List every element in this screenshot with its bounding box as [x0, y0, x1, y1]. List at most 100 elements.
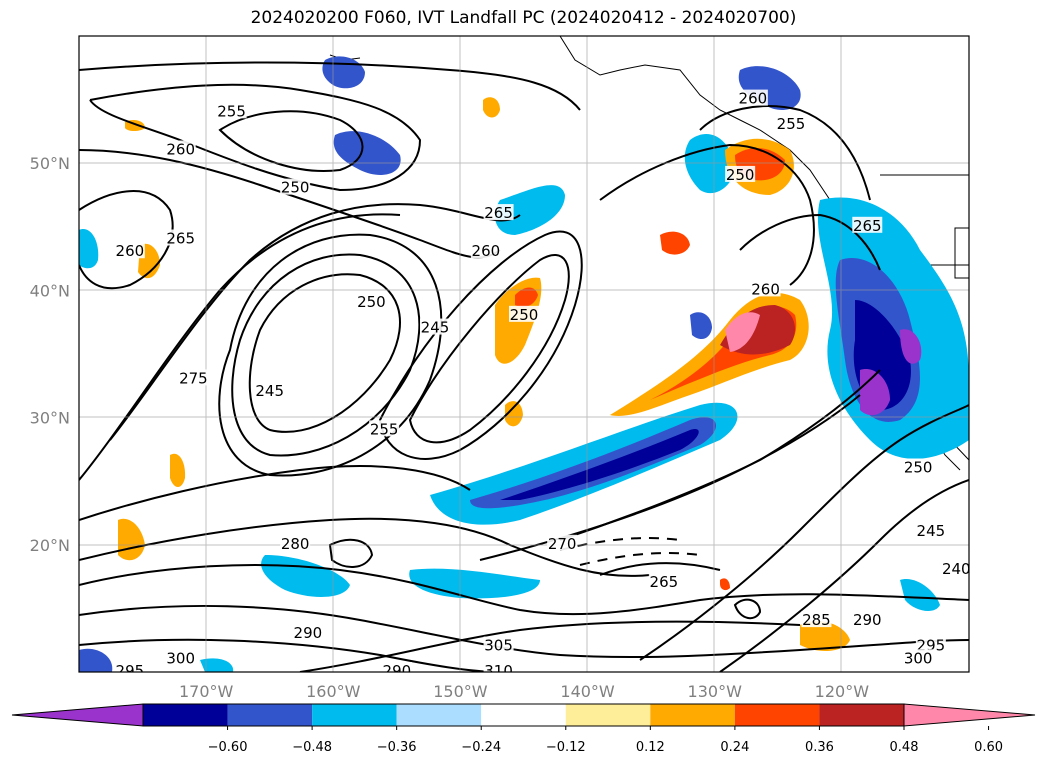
contour-label: 275	[179, 369, 208, 387]
contour-label-background	[178, 369, 209, 386]
colorbar-segment	[143, 704, 228, 726]
colorbar-tick-label: −0.24	[461, 740, 501, 755]
longitude-label: 170°W	[179, 682, 234, 701]
colorbar-extend-min	[11, 703, 144, 727]
contour-label: 250	[510, 306, 539, 324]
colorbar: −0.60 −0.48 −0.36 −0.24 −0.12 0.12 0.24 0.36 0.4…	[11, 703, 1036, 755]
colorbar-tick-label: 0.12	[636, 740, 665, 755]
contour-label: 255	[777, 115, 806, 133]
contour-label: 260	[739, 90, 768, 108]
dashed-contours	[559, 537, 701, 566]
latitude-label: 50°N	[30, 154, 70, 173]
contour-label: 265	[484, 204, 513, 222]
colorbar-tick-label: 0.60	[974, 740, 1003, 755]
contour-label-background	[737, 89, 768, 106]
contour-label-background	[915, 636, 946, 653]
longitude-label: 140°W	[560, 682, 615, 701]
colorbar-segment	[650, 704, 735, 726]
latitude-label: 20°N	[30, 536, 70, 555]
map-title: 2024020200 F060, IVT Landfall PC (202402…	[250, 8, 797, 28]
colorbar-segment	[481, 704, 566, 726]
colorbar-segment	[734, 704, 820, 726]
contour-label-background	[420, 318, 450, 335]
contour-label: 260	[751, 280, 780, 298]
contour-label: 280	[281, 535, 310, 553]
contour-label-background	[483, 636, 514, 653]
contour-label-background	[852, 611, 883, 628]
contour-label-background	[254, 382, 285, 399]
longitude-label: 150°W	[433, 682, 488, 701]
longitude-label: 160°W	[306, 682, 361, 701]
contour-label: 260	[116, 242, 145, 260]
contour-label-background	[547, 534, 578, 551]
colorbar-tick-label: −0.60	[208, 740, 248, 755]
colorbar-segment	[565, 704, 651, 726]
contour-label-background	[750, 280, 781, 297]
contour-label: 310	[484, 662, 513, 680]
colorbar-segment	[227, 704, 313, 726]
negative-anomaly-fills	[79, 56, 969, 672]
contour-label: 245	[917, 522, 946, 540]
longitude-labels: 170°W 160°W 150°W 140°W 130°W 120°W	[179, 682, 869, 701]
map-frame	[78, 35, 970, 673]
latitude-label: 30°N	[30, 409, 70, 428]
contour-label: 250	[357, 293, 386, 311]
contour-label-background	[280, 534, 311, 551]
colorbar-tick-label: 0.48	[890, 740, 919, 755]
contour-label: 300	[166, 649, 195, 667]
contour-label: 265	[166, 230, 195, 248]
contour-label-background	[216, 102, 247, 119]
contour-label-background	[903, 458, 934, 475]
contour-label-background	[509, 305, 539, 322]
contour-label: 290	[853, 611, 882, 629]
contour-label: 250	[726, 166, 755, 184]
ivt-contours	[79, 61, 969, 672]
contour-label-background	[648, 572, 679, 589]
contour-label-background	[292, 623, 323, 640]
contour-label-background	[483, 662, 514, 672]
contour-label-background	[165, 229, 196, 246]
contour-label-background	[852, 216, 883, 233]
contour-label-background	[381, 662, 412, 672]
contour-label-background	[915, 522, 946, 539]
contour-label: 255	[370, 420, 399, 438]
contour-label: 260	[472, 242, 501, 260]
colorbar-frame	[142, 703, 905, 727]
contour-label-background	[903, 649, 934, 666]
colorbar-tick-label: 0.36	[805, 740, 834, 755]
contour-label: 265	[650, 573, 679, 591]
contour-label-background	[356, 293, 387, 310]
contour-label-background	[369, 420, 400, 437]
contour-label: 260	[166, 140, 195, 158]
contour-label: 295	[116, 662, 145, 680]
contour-label: 290	[294, 624, 323, 642]
contour-label: 245	[421, 319, 450, 337]
latitude-label: 40°N	[30, 281, 70, 300]
colorbar-segment	[312, 704, 397, 726]
colorbar-tick-label: −0.36	[377, 740, 417, 755]
latitude-labels: 50°N 40°N 30°N 20°N	[30, 154, 70, 555]
contour-label: 250	[281, 179, 310, 197]
contour-label-background	[483, 204, 514, 221]
contour-label: 255	[217, 102, 246, 120]
contour-label: 300	[904, 649, 933, 667]
colorbar-extend-max	[903, 703, 1036, 727]
longitude-label: 130°W	[688, 682, 743, 701]
contour-label: 250	[904, 458, 933, 476]
contour-label: 285	[802, 611, 831, 629]
contour-label-background	[165, 649, 196, 666]
contour-labels: 255 260 250 260 265 265 260 250 245 250 275 245 255 2…	[114, 89, 971, 680]
contour-label: 290	[383, 662, 412, 680]
longitude-label: 120°W	[815, 682, 870, 701]
contour-label: 240	[942, 560, 971, 578]
contour-label-background	[776, 115, 806, 132]
colorbar-tick-label: −0.12	[546, 740, 586, 755]
colorbar-tick-label: 0.24	[720, 740, 749, 755]
contour-label: 245	[255, 382, 284, 400]
contour-label: 270	[548, 535, 577, 553]
contour-label-background	[470, 242, 501, 259]
contour-label-background	[941, 560, 969, 577]
colorbar-segment	[396, 704, 482, 726]
contour-label-background	[114, 662, 145, 672]
